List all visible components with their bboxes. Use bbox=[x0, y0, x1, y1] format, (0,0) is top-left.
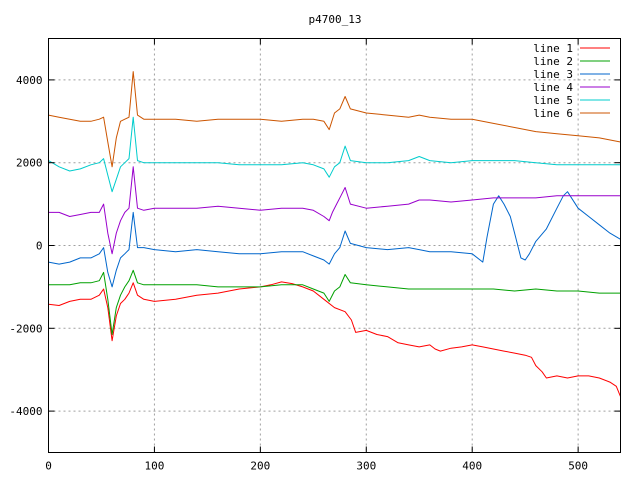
x-tick-label: 400 bbox=[462, 460, 482, 473]
series-line-4 bbox=[48, 166, 621, 255]
legend-label-4: line 4 bbox=[533, 81, 573, 94]
y-tick-label: 2000 bbox=[16, 157, 43, 170]
legend-label-1: line 1 bbox=[533, 42, 573, 55]
series-group bbox=[48, 71, 621, 397]
x-tick-label: 300 bbox=[356, 460, 376, 473]
series-line-6 bbox=[48, 71, 621, 168]
y-tick-label: -2000 bbox=[9, 322, 42, 335]
series-line-1 bbox=[48, 281, 621, 397]
plot-frame bbox=[48, 38, 621, 453]
legend-label-6: line 6 bbox=[533, 107, 573, 120]
x-tick-label: 0 bbox=[45, 460, 52, 473]
x-tick-label: 100 bbox=[144, 460, 164, 473]
series-line-2 bbox=[48, 269, 621, 335]
chart-title: p4700_13 bbox=[309, 13, 362, 26]
series-line-3 bbox=[48, 191, 621, 288]
legend-label-2: line 2 bbox=[533, 55, 573, 68]
x-tick-label: 500 bbox=[568, 460, 588, 473]
legend-label-5: line 5 bbox=[533, 94, 573, 107]
x-tick-label: 200 bbox=[250, 460, 270, 473]
grid bbox=[48, 38, 621, 453]
y-tick-label: 4000 bbox=[16, 74, 43, 87]
y-tick-label: -4000 bbox=[9, 405, 42, 418]
legend-label-3: line 3 bbox=[533, 68, 573, 81]
series-line-5 bbox=[48, 116, 621, 193]
y-tick-label: 0 bbox=[36, 240, 43, 253]
